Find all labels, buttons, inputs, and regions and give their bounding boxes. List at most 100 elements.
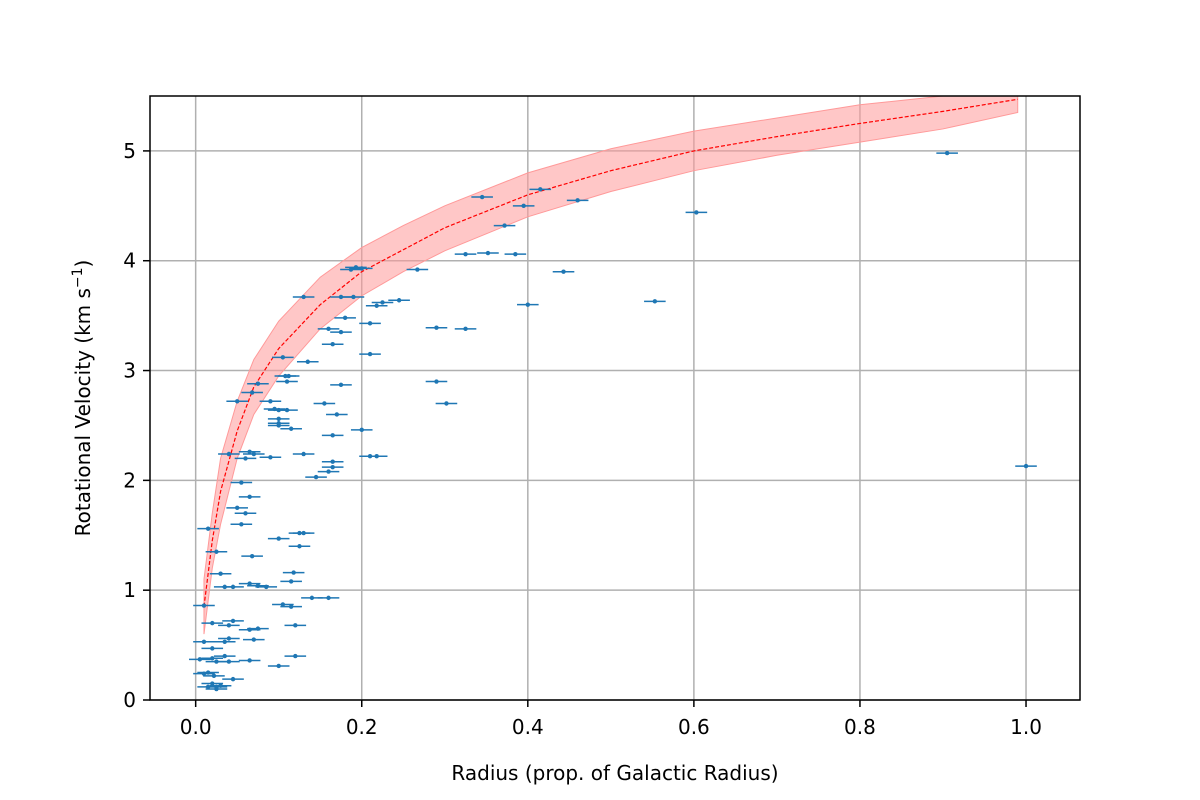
point-marker bbox=[284, 407, 290, 413]
y-tick-label-0: 0 bbox=[123, 688, 136, 712]
data-point-95 bbox=[284, 623, 307, 628]
point-marker bbox=[374, 303, 379, 308]
point-marker bbox=[210, 620, 215, 626]
point-marker bbox=[283, 373, 288, 379]
point-marker bbox=[264, 584, 269, 590]
data-point-57 bbox=[234, 456, 257, 461]
point-marker bbox=[330, 464, 335, 470]
data-point-28 bbox=[330, 294, 352, 300]
point-marker bbox=[313, 474, 319, 480]
data-point-32 bbox=[317, 326, 340, 332]
point-marker bbox=[367, 351, 373, 357]
data-point-52 bbox=[267, 423, 290, 428]
point-marker bbox=[293, 623, 298, 628]
y-tick-label-5: 5 bbox=[123, 139, 136, 163]
data-point-8 bbox=[493, 223, 516, 228]
data-point-98 bbox=[243, 637, 265, 642]
data-point-53 bbox=[321, 433, 344, 438]
point-marker bbox=[201, 603, 207, 608]
point-marker bbox=[434, 325, 439, 330]
point-marker bbox=[230, 618, 236, 624]
data-point-101 bbox=[193, 639, 215, 644]
point-marker bbox=[243, 456, 248, 461]
fit-confidence-band bbox=[203, 96, 1019, 635]
data-point-110 bbox=[267, 663, 290, 669]
point-marker bbox=[652, 299, 658, 304]
point-marker bbox=[268, 399, 273, 404]
data-point-42 bbox=[226, 399, 248, 404]
y-tick-label-3: 3 bbox=[123, 359, 136, 383]
x-tick-label-5: 1.0 bbox=[1010, 715, 1042, 739]
point-marker bbox=[201, 639, 207, 644]
point-marker bbox=[251, 637, 256, 642]
data-point-23 bbox=[359, 351, 381, 357]
point-marker bbox=[247, 627, 252, 632]
data-point-67 bbox=[230, 480, 253, 485]
data-point-99 bbox=[218, 636, 240, 641]
data-point-75 bbox=[267, 536, 290, 541]
x-tick-label-3: 0.6 bbox=[678, 715, 710, 739]
data-point-49 bbox=[267, 416, 290, 422]
point-marker bbox=[210, 656, 215, 661]
point-marker bbox=[230, 676, 236, 682]
data-point-5 bbox=[529, 187, 552, 192]
data-point-39 bbox=[330, 382, 352, 388]
point-marker bbox=[272, 406, 277, 412]
data-point-2 bbox=[685, 210, 708, 215]
point-marker bbox=[234, 399, 240, 404]
fit-line-layer bbox=[203, 98, 1018, 607]
point-marker bbox=[326, 326, 331, 332]
data-point-35 bbox=[272, 355, 294, 360]
point-marker bbox=[348, 267, 354, 272]
point-marker bbox=[226, 451, 232, 457]
x-tick-label-1: 0.2 bbox=[346, 715, 378, 739]
point-marker bbox=[288, 426, 294, 431]
data-point-58 bbox=[218, 451, 240, 457]
data-point-4 bbox=[566, 198, 589, 203]
plot-frame bbox=[149, 95, 1081, 701]
data-point-0 bbox=[936, 150, 958, 156]
data-point-21 bbox=[365, 303, 388, 308]
point-marker bbox=[338, 382, 344, 388]
data-point-103 bbox=[284, 653, 307, 659]
point-marker bbox=[305, 359, 310, 364]
point-marker bbox=[353, 265, 359, 270]
point-marker bbox=[434, 379, 439, 384]
data-point-94 bbox=[218, 623, 240, 628]
y-tick-label-2: 2 bbox=[123, 468, 136, 492]
data-point-13 bbox=[454, 251, 477, 257]
point-marker bbox=[521, 203, 526, 209]
data-point-72 bbox=[197, 526, 219, 531]
point-marker bbox=[326, 469, 331, 474]
data-point-38 bbox=[274, 373, 297, 379]
point-marker bbox=[214, 549, 219, 554]
point-marker bbox=[367, 321, 373, 326]
point-marker bbox=[226, 623, 232, 628]
data-point-64 bbox=[305, 474, 327, 480]
data-point-109 bbox=[205, 659, 228, 664]
data-point-100 bbox=[213, 639, 236, 644]
point-marker bbox=[338, 329, 344, 335]
data-point-18 bbox=[454, 326, 477, 332]
point-marker bbox=[330, 341, 335, 347]
data-point-70 bbox=[234, 511, 257, 516]
data-point-10 bbox=[552, 269, 575, 274]
point-marker bbox=[322, 401, 327, 406]
data-point-71 bbox=[230, 522, 253, 527]
point-marker bbox=[251, 451, 256, 457]
point-marker bbox=[561, 269, 566, 274]
point-marker bbox=[359, 427, 364, 433]
point-marker bbox=[485, 250, 491, 256]
y-axis-ticks: 0 1 2 3 4 5 bbox=[123, 139, 150, 712]
data-point-108 bbox=[238, 658, 261, 663]
point-marker bbox=[247, 494, 252, 500]
point-marker bbox=[210, 646, 215, 651]
x-axis-ticks: 0.0 0.2 0.4 0.6 0.8 1.0 bbox=[180, 700, 1042, 739]
data-point-47 bbox=[313, 401, 336, 406]
point-marker bbox=[222, 653, 227, 659]
data-point-86 bbox=[213, 584, 236, 590]
data-point-104 bbox=[213, 653, 236, 659]
data-point-114 bbox=[222, 676, 244, 682]
data-point-31 bbox=[330, 329, 352, 335]
point-marker bbox=[297, 530, 302, 536]
